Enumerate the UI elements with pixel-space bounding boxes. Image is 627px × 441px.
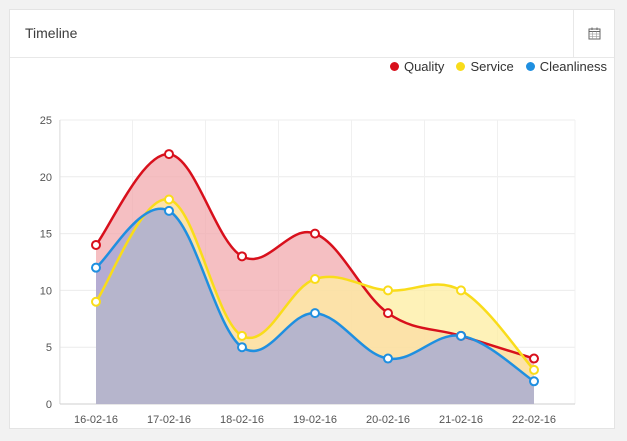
point-quality-4 xyxy=(383,308,393,319)
legend-label-cleanliness: Cleanliness xyxy=(539,59,607,74)
x-tick-label-4: 20-02-16 xyxy=(366,414,410,426)
legend-item-quality[interactable]: Quality xyxy=(389,59,445,74)
x-tick-label-3: 19-02-16 xyxy=(293,414,337,426)
y-tick-label-2: 10 xyxy=(40,285,52,297)
point-service-5 xyxy=(456,285,466,296)
point-cleanliness-6 xyxy=(529,376,539,387)
x-tick-label-2: 18-02-16 xyxy=(220,414,264,426)
point-service-6 xyxy=(529,364,539,375)
point-service-2 xyxy=(237,330,247,341)
y-tick-label-3: 15 xyxy=(40,229,52,241)
chart-legend: Quality Service Cleanliness xyxy=(389,59,607,74)
y-tick-label-5: 25 xyxy=(40,115,52,127)
legend-item-service[interactable]: Service xyxy=(456,59,514,74)
x-tick-label-5: 21-02-16 xyxy=(439,414,483,426)
point-service-0 xyxy=(91,296,101,307)
point-cleanliness-0 xyxy=(91,262,101,273)
point-cleanliness-2 xyxy=(237,342,247,353)
legend-label-service: Service xyxy=(470,59,514,74)
x-tick-label-0: 16-02-16 xyxy=(74,414,118,426)
point-service-1 xyxy=(164,194,174,205)
y-tick-label-0: 0 xyxy=(46,399,52,411)
area-cleanliness xyxy=(96,208,534,404)
point-quality-6 xyxy=(529,353,539,364)
point-cleanliness-5 xyxy=(456,330,466,341)
calendar-button[interactable] xyxy=(573,10,614,57)
legend-swatch-service xyxy=(456,62,466,71)
point-cleanliness-1 xyxy=(164,205,174,216)
legend-label-quality: Quality xyxy=(403,59,445,74)
legend-swatch-cleanliness xyxy=(525,62,535,71)
panel-header: Timeline xyxy=(10,10,614,58)
point-cleanliness-3 xyxy=(310,308,320,319)
point-service-3 xyxy=(310,274,320,285)
point-quality-1 xyxy=(164,149,174,160)
legend-item-cleanliness[interactable]: Cleanliness xyxy=(525,59,607,74)
x-tick-label-6: 22-02-16 xyxy=(512,414,556,426)
point-quality-0 xyxy=(91,239,101,250)
legend-swatch-quality xyxy=(389,62,399,71)
panel-title: Timeline xyxy=(25,25,78,41)
x-tick-label-1: 17-02-16 xyxy=(147,414,191,426)
point-service-4 xyxy=(383,285,393,296)
y-tick-label-4: 20 xyxy=(40,172,52,184)
point-quality-2 xyxy=(237,251,247,262)
point-quality-3 xyxy=(310,228,320,239)
y-tick-label-1: 5 xyxy=(46,342,52,354)
calendar-icon xyxy=(588,27,600,40)
point-cleanliness-4 xyxy=(383,353,393,364)
